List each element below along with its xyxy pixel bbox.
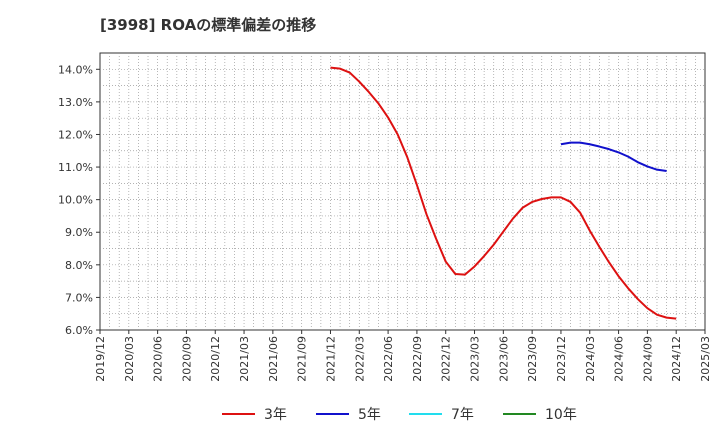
series-line-2	[560, 141, 667, 172]
legend-label: 5年	[358, 407, 381, 423]
x-axis: 2019/12 2020/03 2020/06 2020/09 2020/12 2021/…	[94, 330, 712, 382]
x-tick-label: 2023/03	[469, 336, 482, 382]
y-tick-label: 13.0%	[58, 96, 93, 109]
y-tick-label: 7.0%	[65, 291, 93, 304]
y-tick-label: 10.0%	[58, 194, 93, 207]
x-tick-label: 2020/12	[209, 336, 222, 382]
y-tick-label: 6.0%	[65, 324, 93, 337]
x-tick-label: 2020/06	[152, 336, 165, 382]
x-tick-label: 2019/12	[94, 336, 107, 382]
y-tick-label: 12.0%	[58, 128, 93, 141]
x-tick-label: 2020/09	[180, 336, 193, 382]
x-tick-label: 2025/03	[699, 336, 712, 382]
x-tick-label: 2023/12	[555, 336, 568, 382]
series-lines	[330, 66, 677, 320]
x-tick-label: 2023/06	[497, 336, 510, 382]
x-tick-label: 2024/03	[584, 336, 597, 382]
plot-area	[99, 52, 706, 331]
y-tick-label: 14.0%	[58, 63, 93, 76]
x-tick-label: 2022/12	[440, 336, 453, 382]
x-tick-label: 2022/06	[382, 336, 395, 382]
y-tick-label: 9.0%	[65, 226, 93, 239]
x-tick-label: 2020/03	[123, 336, 136, 382]
x-tick-label: 2024/06	[613, 336, 626, 382]
x-tick-label: 2021/03	[238, 336, 251, 382]
x-tick-label: 2021/12	[324, 336, 337, 382]
x-tick-label: 2024/09	[641, 336, 654, 382]
y-tick-label: 11.0%	[58, 161, 93, 174]
x-tick-label: 2024/12	[670, 336, 683, 382]
chart-title: [3998] ROAの標準偏差の推移	[100, 16, 316, 34]
legend: 3年 5年 7年 10年	[222, 407, 577, 423]
legend-label: 10年	[545, 407, 577, 423]
y-axis: 6.0% 7.0% 8.0% 9.0% 10.0% 11.0% 12.0% 13.0% 14.0…	[58, 63, 100, 337]
x-tick-label: 2022/03	[353, 336, 366, 382]
x-tick-label: 2023/09	[526, 336, 539, 382]
series-line-1	[330, 66, 677, 320]
y-tick-label: 8.0%	[65, 259, 93, 272]
legend-label: 3年	[264, 407, 287, 423]
x-tick-label: 2022/09	[411, 336, 424, 382]
x-tick-label: 2021/09	[296, 336, 309, 382]
x-tick-label: 2021/06	[267, 336, 280, 382]
legend-label: 7年	[451, 407, 474, 423]
grid-lines	[100, 53, 705, 330]
